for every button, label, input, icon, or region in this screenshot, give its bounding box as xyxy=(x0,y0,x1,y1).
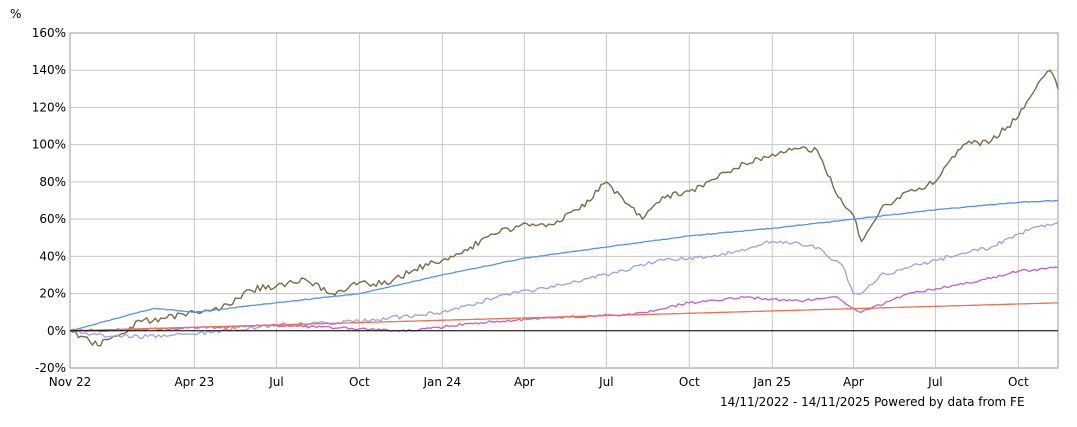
x-tick-label: Oct xyxy=(349,375,370,389)
y-tick-label: 20% xyxy=(39,287,66,301)
y-tick-label: 0% xyxy=(47,324,66,338)
series-line xyxy=(69,69,1059,347)
x-tick-label: Jul xyxy=(268,375,283,389)
y-tick-label: 120% xyxy=(32,100,66,114)
x-tick-label: Nov 22 xyxy=(49,375,92,389)
footer-note: 14/11/2022 - 14/11/2025 Powered by data … xyxy=(720,395,1025,409)
x-tick-label: Jan 24 xyxy=(423,375,462,389)
x-tick-label: Apr xyxy=(843,375,864,389)
y-tick-label: 40% xyxy=(39,249,66,263)
series-line xyxy=(69,199,1059,332)
series-line xyxy=(69,302,1058,332)
x-tick-label: Jul xyxy=(927,375,942,389)
x-tick-label: Apr 23 xyxy=(174,375,214,389)
x-tick-label: Jan 25 xyxy=(752,375,791,389)
series-lines xyxy=(69,69,1059,347)
axis-labels: % -20% 0% 20% 40% 60% 80% 100% 120% 140% 160% Nov … xyxy=(10,7,1029,389)
y-tick-label: 140% xyxy=(32,63,66,77)
y-tick-label: 160% xyxy=(32,26,66,40)
x-tick-label: Jul xyxy=(598,375,613,389)
x-tick-label: Oct xyxy=(679,375,700,389)
y-unit-label: % xyxy=(10,7,21,21)
series-line xyxy=(69,266,1059,333)
y-tick-label: 60% xyxy=(39,212,66,226)
x-tick-label: Oct xyxy=(1008,375,1029,389)
y-tick-label: 80% xyxy=(39,175,66,189)
series-line xyxy=(69,222,1059,339)
x-tick-label: Apr xyxy=(514,375,535,389)
y-tick-label: -20% xyxy=(35,361,66,375)
y-tick-label: 100% xyxy=(32,138,66,152)
